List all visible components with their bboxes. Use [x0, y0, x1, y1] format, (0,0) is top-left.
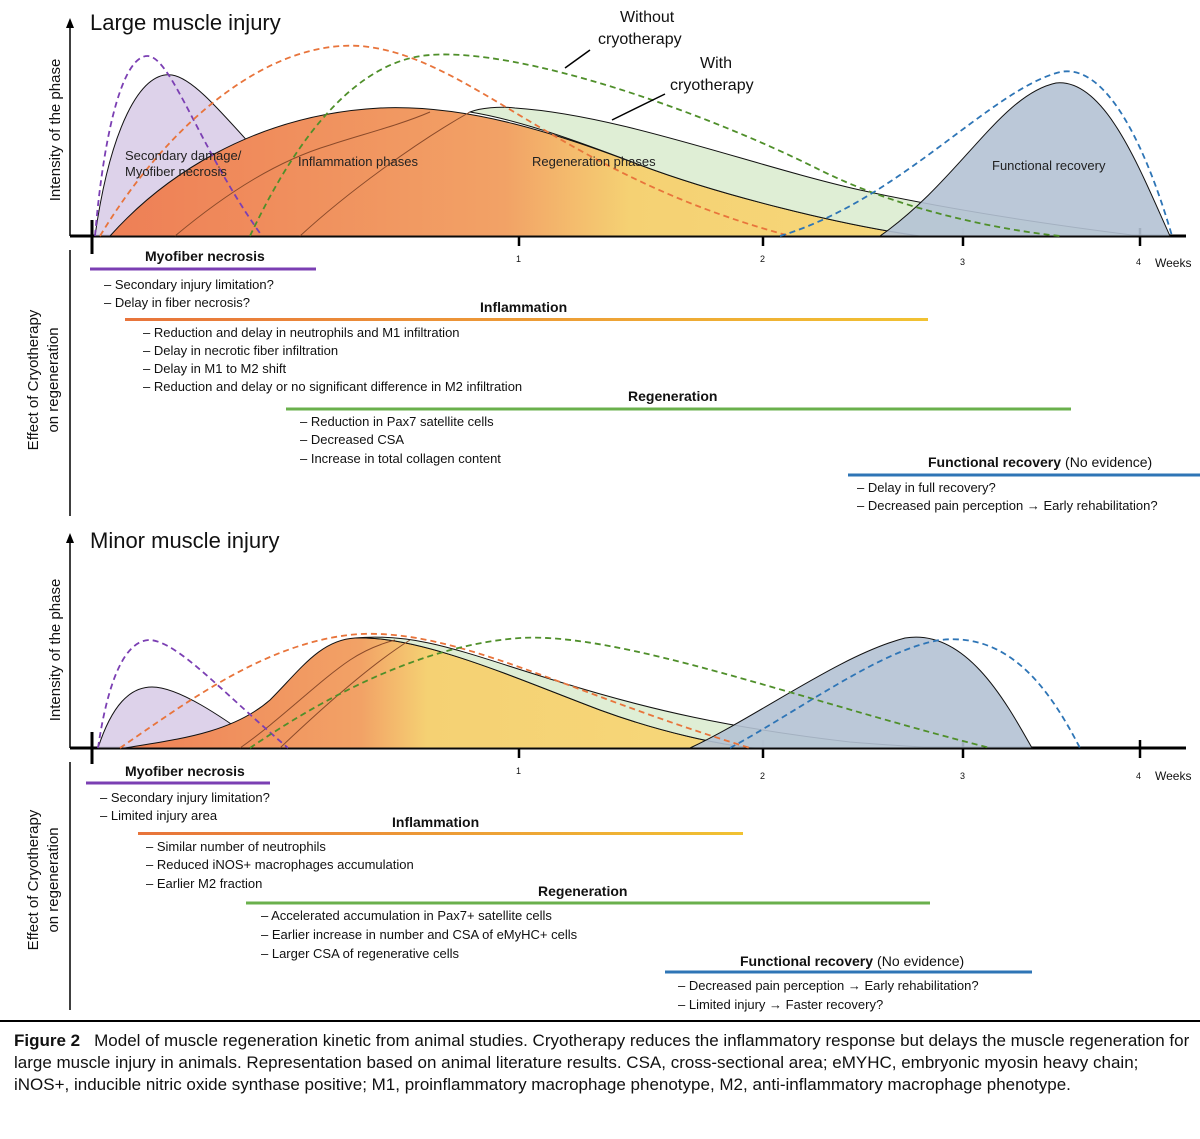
list-item: – Decreased CSA — [300, 432, 404, 447]
figure-caption: Figure 2 Model of muscle regeneration kin… — [14, 1030, 1190, 1096]
list-item: – Increase in total collagen content — [300, 451, 501, 466]
phase-label-necrosis-2: Myofiber necrosis — [125, 164, 227, 179]
tick-label-4-bottom: 4 — [1136, 771, 1141, 781]
large-injury-panel: Large muscle injury Intensity of the pha… — [25, 9, 1200, 516]
effect-label-top-line2: on regeneration — [45, 327, 62, 432]
diagram-svg: Large muscle injury Intensity of the pha… — [25, 9, 1200, 1012]
regeneration-dashed-top — [249, 53, 1061, 237]
phase-label-inflammation: Inflammation phases — [298, 154, 418, 169]
necrosis-dashed-top — [94, 55, 263, 237]
functional-curve-bottom — [689, 636, 1033, 749]
inflammation-dashed-top — [99, 44, 791, 237]
tick-label-3-top: 3 — [960, 257, 965, 267]
necrosis-inner-line-bottom — [239, 639, 396, 749]
list-item: – Limited injury → Faster recovery? — [678, 997, 883, 1012]
section-necrosis-bottom: Myofiber necrosis – Secondary injury lim… — [86, 763, 270, 823]
section-title: Inflammation — [480, 299, 567, 315]
list-item: – Earlier increase in number and CSA of … — [261, 927, 578, 942]
list-item: – Earlier M2 fraction — [146, 876, 262, 891]
effect-label-top-line1: Effect of Cryotherapy — [25, 309, 42, 450]
y-axis-label-top: Intensity of the phase — [47, 59, 64, 202]
inflammation-bar — [125, 318, 928, 321]
regeneration-dashed-bottom — [249, 636, 991, 749]
section-title: Functional recovery (No evidence) — [740, 953, 964, 969]
phase-label-regeneration: Regeneration phases — [532, 154, 656, 169]
section-title: Myofiber necrosis — [145, 248, 265, 264]
tick-label-3-bottom: 3 — [960, 771, 965, 781]
list-item: – Reduction and delay in neutrophils and… — [143, 325, 460, 340]
regen-onset-line-bottom — [279, 639, 411, 749]
without-label-2: cryotherapy — [598, 31, 682, 48]
list-item: – Reduction in Pax7 satellite cells — [300, 414, 494, 429]
list-item: – Limited injury area — [100, 808, 218, 823]
necrosis-inner-line-top — [174, 111, 431, 237]
list-item: – Delay in fiber necrosis? — [104, 295, 250, 310]
tick-label-4-top: 4 — [1136, 257, 1141, 267]
section-title: Regeneration — [538, 883, 627, 899]
weeks-label-bottom: Weeks — [1155, 769, 1191, 783]
section-title: Myofiber necrosis — [125, 763, 245, 779]
list-item: – Accelerated accumulation in Pax7+ sate… — [261, 908, 552, 923]
with-label-1: With — [700, 55, 732, 72]
list-item: – Delay in M1 to M2 shift — [143, 361, 286, 376]
phase-label-necrosis-1: Secondary damage/ — [125, 148, 242, 163]
y-axis-arrow-top — [66, 18, 74, 28]
caption-text: Model of muscle regeneration kinetic fro… — [14, 1031, 1190, 1094]
panel-title-top: Large muscle injury — [90, 10, 281, 35]
caption-rule — [0, 1020, 1200, 1022]
list-item: – Reduction and delay or no significant … — [143, 379, 522, 394]
functional-curve-top — [878, 82, 1171, 237]
y-axis-label-bottom: Intensity of the phase — [47, 579, 64, 722]
section-regeneration-top: Regeneration – Reduction in Pax7 satelli… — [286, 388, 1071, 466]
effect-label-bottom-line2: on regeneration — [45, 827, 62, 932]
phase-label-functional: Functional recovery — [992, 158, 1106, 173]
panel-title-bottom: Minor muscle injury — [90, 528, 280, 553]
section-regeneration-bottom: Regeneration – Accelerated accumulation … — [246, 883, 930, 961]
list-item: – Larger CSA of regenerative cells — [261, 946, 459, 961]
list-item: – Secondary injury limitation? — [104, 277, 274, 292]
without-label-1: Without — [620, 9, 675, 26]
tick-label-1-bottom: 1 — [516, 766, 521, 776]
with-label-2: cryotherapy — [670, 77, 754, 94]
list-item: – Delay in full recovery? — [857, 480, 996, 495]
minor-injury-panel: Minor muscle injury Intensity of the pha… — [25, 528, 1191, 1012]
section-inflammation-bottom: Inflammation – Similar number of neutrop… — [138, 814, 743, 891]
effect-label-bottom-line1: Effect of Cryotherapy — [25, 809, 42, 950]
section-title: Inflammation — [392, 814, 479, 830]
tick-label-2-top: 2 — [760, 254, 765, 264]
tick-label-2-bottom: 2 — [760, 771, 765, 781]
tick-label-1-top: 1 — [516, 254, 521, 264]
figure-label: Figure 2 — [14, 1031, 81, 1050]
section-functional-bottom: Functional recovery (No evidence) – Decre… — [665, 953, 1032, 1012]
inflammation-bar — [138, 832, 743, 835]
without-pointer — [564, 49, 591, 69]
section-necrosis-top: Myofiber necrosis – Secondary injury lim… — [90, 248, 316, 310]
necrosis-dashed-bottom — [97, 639, 289, 749]
list-item: – Delay in necrotic fiber infiltration — [143, 343, 338, 358]
list-item: – Similar number of neutrophils — [146, 839, 326, 854]
weeks-label-top: Weeks — [1155, 256, 1191, 270]
regen-onset-line-top — [299, 111, 471, 237]
inflammation-regeneration-curve-bottom — [124, 637, 756, 749]
section-functional-top: Functional recovery (No evidence) – Delay… — [848, 454, 1200, 513]
inflammation-dashed-bottom — [119, 632, 751, 749]
section-title: Functional recovery (No evidence) — [928, 454, 1152, 470]
list-item: – Decreased pain perception → Early reha… — [857, 498, 1158, 513]
with-pointer — [611, 93, 666, 121]
y-axis-arrow-bottom — [66, 533, 74, 543]
list-item: – Reduced iNOS+ macrophages accumulation — [146, 857, 414, 872]
functional-dashed-bottom — [729, 638, 1081, 749]
section-title: Regeneration — [628, 388, 717, 404]
functional-dashed-top — [779, 70, 1173, 237]
list-item: – Decreased pain perception → Early reha… — [678, 978, 979, 993]
list-item: – Secondary injury limitation? — [100, 790, 270, 805]
section-inflammation-top: Inflammation – Reduction and delay in ne… — [125, 299, 928, 394]
